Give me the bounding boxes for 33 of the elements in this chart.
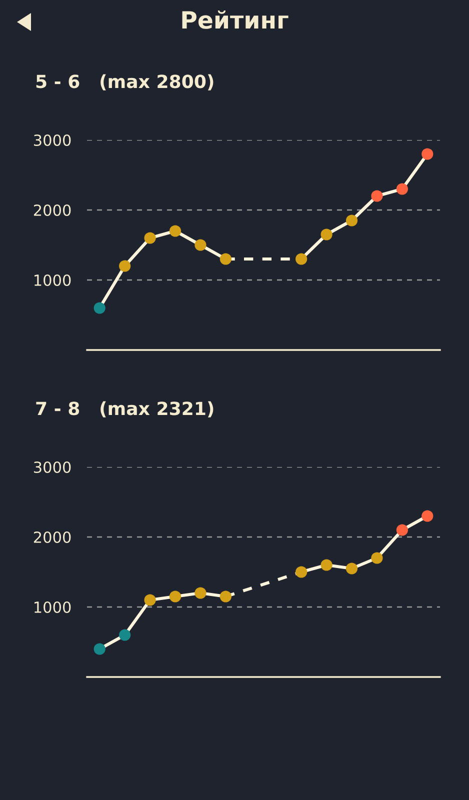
y-tick-label: 1000 (34, 274, 71, 286)
point (320, 559, 332, 571)
point (169, 590, 182, 602)
point (371, 190, 383, 202)
chart-title: Рейтинг (182, 10, 288, 29)
point (194, 587, 206, 599)
point (422, 510, 434, 522)
point (296, 253, 308, 265)
point (94, 302, 106, 314)
y-tick-label: 2000 (34, 531, 71, 544)
point (144, 594, 156, 606)
point (169, 225, 182, 237)
point (220, 590, 232, 602)
y-tick-label: 1000 (34, 601, 71, 614)
point (94, 643, 106, 655)
point (346, 214, 358, 226)
y-tick-label: 3000 (34, 134, 71, 146)
point (320, 228, 332, 240)
point (371, 552, 383, 564)
point (396, 524, 408, 536)
chart-subtitle: 5 - 6 (max 2800) (36, 74, 214, 90)
point (220, 253, 232, 265)
point (119, 260, 131, 272)
point (296, 566, 308, 578)
point (119, 629, 131, 641)
y-tick-label: 2000 (34, 204, 71, 216)
point (194, 239, 206, 251)
chart-title: 7 - 8 (max 2321) (36, 401, 214, 418)
point (346, 562, 358, 574)
point (422, 148, 434, 160)
point (144, 232, 156, 244)
point (396, 183, 408, 195)
y-tick-label: 3000 (34, 461, 71, 474)
